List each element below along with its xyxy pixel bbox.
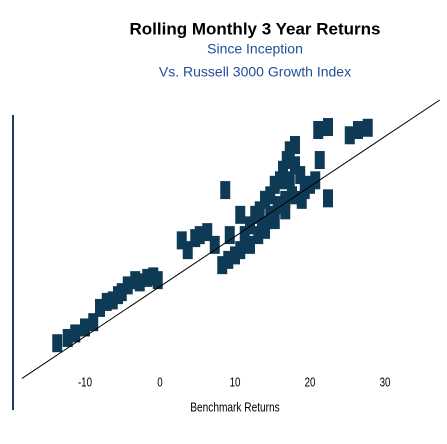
point [278, 160, 288, 179]
point [245, 235, 255, 254]
point [224, 226, 235, 245]
point [209, 235, 220, 254]
x-tick-label: 0 [157, 376, 162, 390]
point [305, 175, 315, 194]
point [62, 328, 73, 347]
point [152, 271, 163, 290]
point [253, 226, 264, 245]
point [344, 126, 355, 145]
point [52, 334, 63, 353]
point [230, 246, 240, 265]
point [134, 273, 145, 292]
point [296, 190, 307, 209]
point [245, 216, 255, 235]
point [269, 175, 280, 194]
x-tick-label: 20 [305, 376, 316, 390]
point [107, 291, 118, 310]
point [284, 171, 295, 190]
chart-subtitle: Since Inception [207, 41, 303, 57]
point [284, 141, 295, 160]
point [235, 241, 246, 260]
point [362, 118, 373, 137]
point [101, 292, 112, 311]
point [220, 181, 231, 200]
trend-line [21, 99, 441, 379]
point [80, 318, 90, 337]
x-tick-label: 30 [380, 376, 391, 390]
point [122, 276, 133, 295]
point [95, 298, 105, 317]
point [260, 190, 270, 209]
point [313, 121, 324, 140]
point [217, 256, 228, 275]
point [142, 268, 153, 287]
point [194, 226, 205, 245]
point [265, 186, 276, 205]
point [202, 223, 213, 242]
x-tick-label: 10 [230, 376, 241, 390]
point [314, 151, 325, 170]
point [281, 151, 292, 170]
point [116, 283, 127, 302]
point [70, 324, 81, 343]
point [323, 118, 333, 137]
point [275, 171, 285, 190]
x-tick-label: -10 [78, 376, 92, 390]
point [269, 211, 280, 230]
point [295, 166, 306, 185]
chart-title: Rolling Monthly 3 Year Returns [130, 19, 381, 38]
point [176, 231, 187, 250]
point [182, 241, 193, 260]
point [287, 186, 297, 205]
point [310, 171, 321, 190]
point [223, 250, 234, 269]
point [254, 201, 265, 220]
point [290, 136, 300, 155]
point [290, 156, 300, 175]
point [235, 205, 246, 224]
point [260, 220, 270, 239]
x-axis-label: Benchmark Returns [190, 400, 280, 414]
point [280, 190, 291, 209]
point [239, 226, 250, 245]
point [280, 201, 291, 220]
point [353, 121, 363, 140]
point [272, 196, 283, 215]
point [88, 313, 99, 332]
point [323, 189, 333, 208]
chart-subtitle: Vs. Russell 3000 Growth Index [159, 64, 351, 80]
